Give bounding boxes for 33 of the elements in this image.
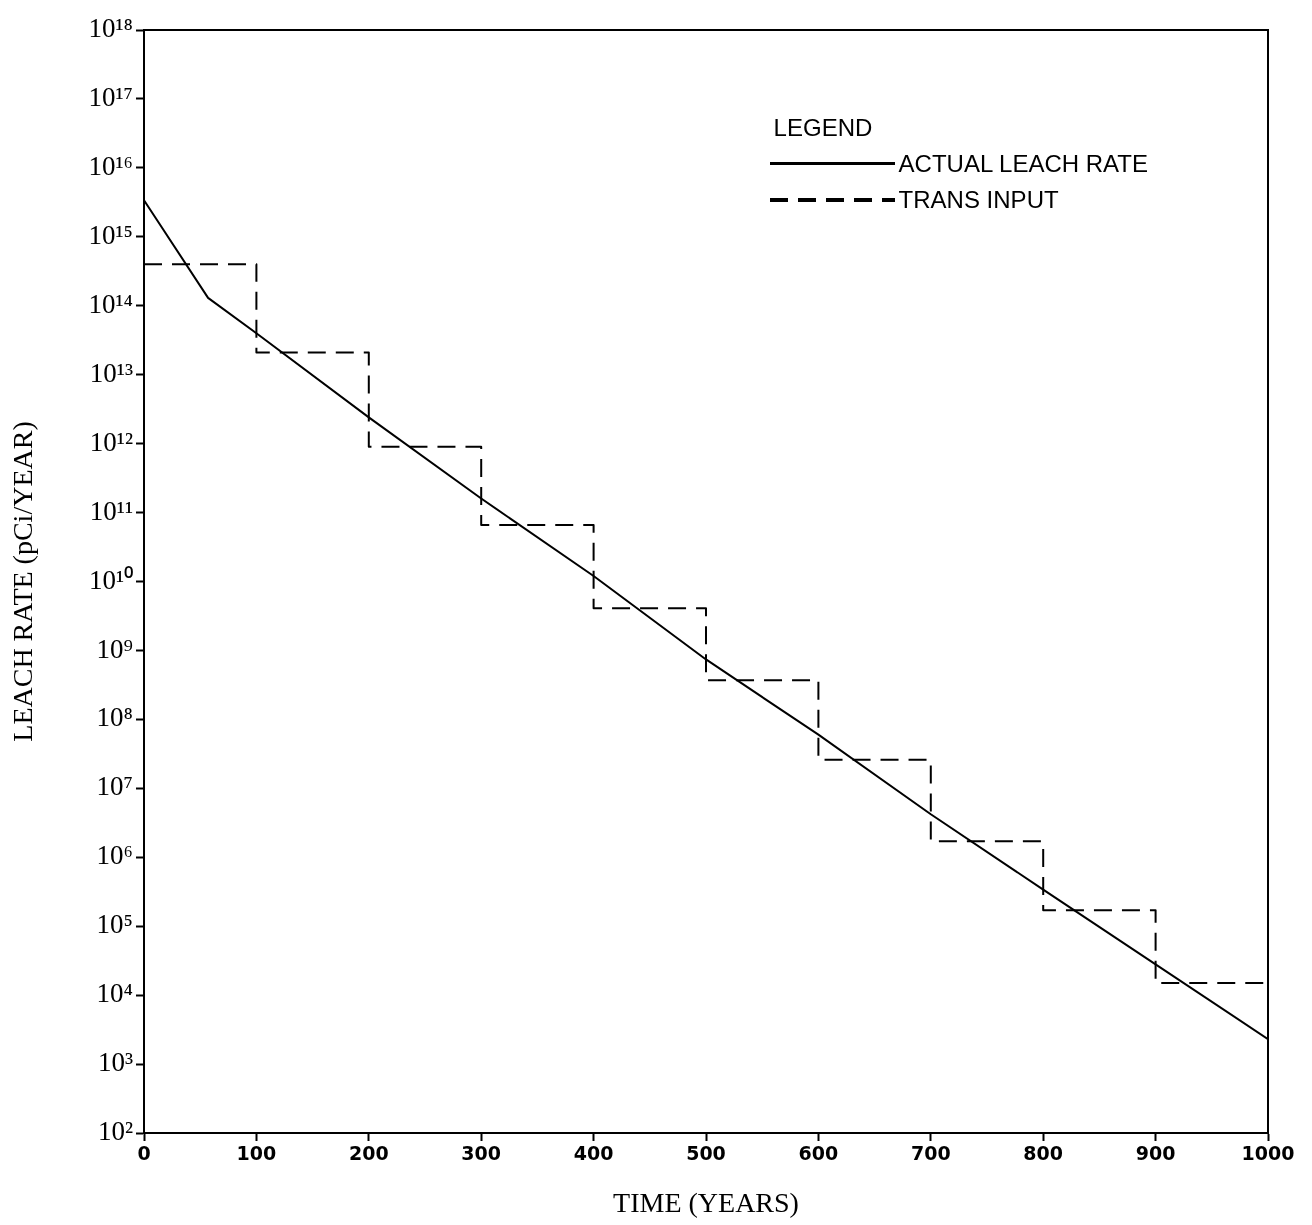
x-tick-label: 800 bbox=[1023, 1142, 1064, 1165]
y-tick-label: 10⁴ bbox=[96, 978, 133, 1009]
y-tick-label: 10¹⁷ bbox=[88, 82, 133, 113]
legend-label: ACTUAL LEACH RATE bbox=[898, 149, 1148, 179]
y-tick-label: 10¹⁵ bbox=[88, 219, 133, 250]
y-tick-label: 10⁹ bbox=[96, 633, 133, 664]
y-tick-label: 10¹³ bbox=[89, 357, 133, 388]
x-tick-label: 900 bbox=[1135, 1142, 1176, 1165]
x-tick-label: 200 bbox=[348, 1142, 389, 1165]
x-tick-label: 600 bbox=[798, 1142, 839, 1165]
y-tick-label: 10¹⁰ bbox=[88, 564, 133, 595]
x-tick-label: 100 bbox=[236, 1142, 277, 1165]
y-tick-label: 10⁸ bbox=[96, 702, 133, 733]
legend-title: LEGEND bbox=[772, 113, 874, 143]
x-tick-label: 300 bbox=[461, 1142, 502, 1165]
y-tick-label: 10¹⁸ bbox=[88, 13, 133, 44]
y-tick-label: 10⁷ bbox=[96, 771, 133, 802]
y-tick-label: 10¹¹ bbox=[89, 495, 133, 526]
y-tick-label: 10¹² bbox=[89, 426, 133, 457]
y-axis-title: LEACH RATE (pCi/YEAR) bbox=[7, 421, 39, 742]
y-tick-label: 10⁵ bbox=[96, 909, 133, 940]
x-axis-title: TIME (YEARS) bbox=[613, 1186, 799, 1218]
y-tick-label: 10¹⁶ bbox=[88, 150, 133, 181]
y-tick-label: 10² bbox=[97, 1116, 133, 1147]
x-tick-label: 700 bbox=[910, 1142, 951, 1165]
y-tick-label: 10¹⁴ bbox=[88, 288, 133, 319]
y-tick-label: 10³ bbox=[97, 1047, 133, 1078]
x-tick-label: 0 bbox=[137, 1142, 151, 1165]
x-tick-label: 400 bbox=[573, 1142, 614, 1165]
y-tick-label: 10⁶ bbox=[96, 840, 133, 871]
x-tick-label: 500 bbox=[686, 1142, 726, 1165]
x-tick-label: 1000 bbox=[1241, 1142, 1295, 1165]
legend-label: TRANS INPUT bbox=[898, 185, 1059, 215]
